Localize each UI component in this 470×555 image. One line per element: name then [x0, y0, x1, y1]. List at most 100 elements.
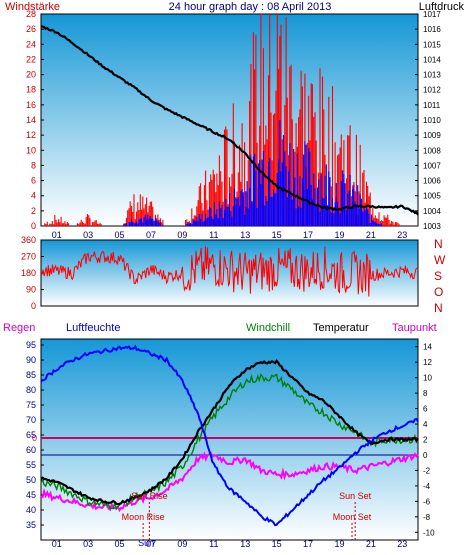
pressure-tick-label: 1012 [423, 86, 441, 95]
rain-label: 0 [32, 433, 37, 443]
plot-layer: 0246810121416182022242628100310041005100… [21, 9, 446, 549]
direction-tick-label: 270 [21, 252, 36, 262]
hour-tick-label: 11 [209, 230, 218, 240]
humidity-tick-label: 45 [26, 490, 36, 500]
legend-dewpoint: Taupunkt [392, 322, 437, 334]
humidity-tick-label: 90 [26, 355, 36, 365]
compass-label: N [434, 301, 443, 315]
hour-tick-label: 21 [366, 230, 376, 240]
temperature-tick-label: 8 [423, 389, 428, 398]
hour-tick-label: 21 [366, 539, 376, 549]
temperature-tick-label: -8 [423, 513, 431, 522]
direction-tick-label: 90 [26, 285, 36, 295]
hour-tick-label: 15 [272, 230, 282, 240]
direction-tick-label: 360 [21, 235, 36, 245]
wind-speed-series [44, 14, 400, 226]
compass-label: O [434, 285, 443, 299]
pressure-axis-title: Luftdruck [419, 1, 465, 13]
hour-tick-label: 17 [303, 230, 313, 240]
direction-tick-label: 0 [31, 301, 36, 311]
wind-tick-label: 26 [26, 24, 36, 34]
hour-tick-label: 19 [334, 230, 344, 240]
temperature-tick-label: -4 [423, 482, 431, 491]
legend-humidity: Luftfeuchte [66, 322, 120, 334]
temperature-tick-label: 2 [423, 436, 428, 445]
wind-tick-label: 10 [26, 145, 36, 155]
wind-gust-series [123, 120, 383, 226]
temperature-tick-label: -2 [423, 466, 431, 475]
hour-tick-label: 07 [146, 230, 156, 240]
pressure-tick-label: 1009 [423, 131, 441, 140]
humidity-tick-label: 35 [26, 520, 36, 530]
hour-tick-label: 13 [240, 230, 250, 240]
event-label: Sun Rise [131, 491, 168, 501]
pressure-tick-label: 1010 [423, 116, 441, 125]
hour-tick-label: 13 [240, 539, 250, 549]
event-label: Moon Rise [122, 512, 165, 522]
humidity-tick-label: 85 [26, 370, 36, 380]
wind-tick-label: 14 [26, 115, 36, 125]
wind-tick-label: 18 [26, 85, 36, 95]
temperature-series [40, 359, 419, 506]
wind-tick-label: 24 [26, 39, 36, 49]
event-label: Moon Set [333, 512, 372, 522]
wind-tick-label: 2 [31, 206, 36, 216]
hour-tick-label: 23 [397, 539, 407, 549]
temperature-tick-label: 4 [423, 420, 428, 429]
humidity-tick-label: 95 [26, 340, 36, 350]
wind-tick-label: 4 [31, 191, 36, 201]
hour-tick-label: 17 [303, 539, 313, 549]
pressure-series [40, 25, 419, 216]
sun-label: Sun [138, 538, 154, 548]
hour-tick-label: 01 [52, 230, 62, 240]
pressure-tick-label: 1007 [423, 161, 441, 170]
hour-tick-label: 05 [115, 539, 125, 549]
legend-temperature: Temperatur [313, 322, 369, 334]
pressure-tick-label: 1017 [423, 10, 441, 19]
hour-tick-label: 05 [115, 230, 125, 240]
pressure-tick-label: 1013 [423, 71, 441, 80]
humidity-tick-label: 40 [26, 505, 36, 515]
wind-tick-label: 12 [26, 130, 36, 140]
wind-axis-title: Windstärke [5, 1, 60, 13]
humidity-tick-label: 80 [26, 385, 36, 395]
humidity-series [40, 344, 419, 527]
temperature-tick-label: 10 [423, 374, 432, 383]
legend-rain: Regen [3, 322, 35, 334]
wind-tick-label: 8 [31, 160, 36, 170]
temperature-tick-label: 12 [423, 358, 432, 367]
pressure-tick-label: 1008 [423, 146, 441, 155]
wind-tick-label: 16 [26, 100, 36, 110]
temperature-tick-label: 0 [423, 451, 428, 460]
hour-tick-label: 11 [209, 539, 218, 549]
wind-tick-label: 6 [31, 176, 36, 186]
wind-direction-series [40, 246, 419, 297]
humidity-tick-label: 50 [26, 475, 36, 485]
compass-label: S [434, 269, 442, 283]
pressure-tick-label: 1015 [423, 40, 441, 49]
windchill-series [40, 373, 419, 511]
hour-tick-label: 07 [146, 539, 156, 549]
hour-tick-label: 23 [397, 230, 407, 240]
temperature-tick-label: 14 [423, 343, 432, 352]
humidity-tick-label: 75 [26, 400, 36, 410]
wind-tick-label: 20 [26, 70, 36, 80]
humidity-tick-label: 70 [26, 415, 36, 425]
wind-tick-label: 0 [31, 221, 36, 231]
hour-tick-label: 09 [177, 539, 187, 549]
humidity-tick-label: 65 [26, 430, 36, 440]
humidity-tick-label: 55 [26, 460, 36, 470]
hour-tick-label: 01 [52, 539, 62, 549]
temperature-tick-label: 6 [423, 405, 428, 414]
pressure-tick-label: 1014 [423, 55, 441, 64]
pressure-tick-label: 1011 [423, 101, 441, 110]
pressure-tick-label: 1003 [423, 222, 441, 231]
hour-tick-label: 09 [177, 230, 187, 240]
pressure-tick-label: 1006 [423, 177, 441, 186]
temperature-panel [40, 338, 419, 541]
pressure-tick-label: 1005 [423, 192, 441, 201]
direction-tick-label: 180 [21, 268, 36, 278]
humidity-tick-label: 60 [26, 445, 36, 455]
wind-tick-label: 22 [26, 54, 36, 64]
